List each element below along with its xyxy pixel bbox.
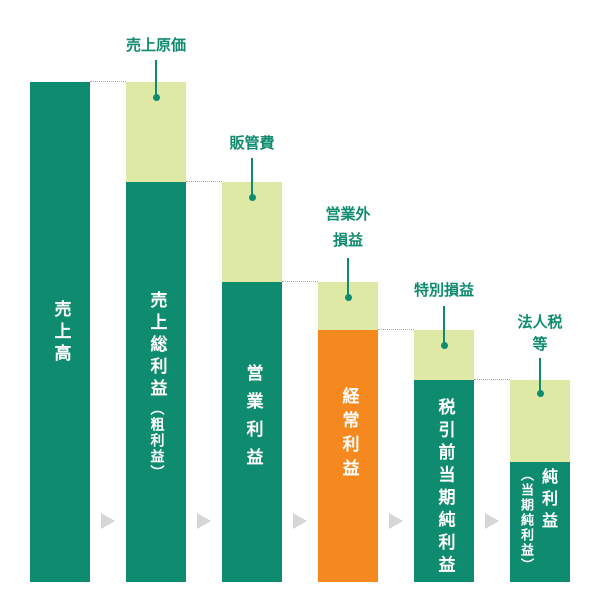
extraordinary-label-line: 特別損益 [413, 281, 474, 299]
sga-dot [248, 193, 256, 201]
gross-profit-label: 売上総利益（粗利益） [146, 291, 167, 481]
non-operating-label: 営業外 損益 [298, 201, 398, 253]
sga-connector [251, 158, 253, 197]
gross-profit-main-label: 売上総利益 [146, 291, 167, 401]
income-tax-connector [539, 358, 541, 393]
cost-of-sales-dot [152, 93, 160, 101]
triangle-right-icon [485, 513, 499, 529]
operating-profit-label-wrap: 営業利益 [222, 364, 282, 476]
level-guide-line [378, 329, 414, 330]
non-operating-label-line: 損益 [332, 231, 363, 249]
pretax-profit-segment [414, 380, 474, 582]
net-profit-segment [510, 462, 570, 582]
triangle-right-icon [197, 513, 211, 529]
level-guide-line [90, 81, 126, 82]
income-tax-label-line: 法人税 [517, 313, 563, 331]
cost-of-sales-connector [155, 60, 157, 97]
gross-profit-label-wrap: 売上総利益（粗利益） [126, 291, 186, 481]
extraordinary-label: 特別損益 [394, 281, 494, 299]
level-guide-line [474, 379, 510, 380]
extraordinary-dot [440, 341, 448, 349]
ordinary-profit-segment [318, 330, 378, 582]
net-profit-label: 純利益 [539, 468, 558, 534]
non-operating-label-line: 営業外 [325, 205, 371, 223]
operating-profit-label: 営業利益 [242, 364, 263, 476]
pretax-profit-label: 税引前当期純利益 [434, 398, 455, 578]
triangle-right-icon [293, 513, 307, 529]
pretax-profit-label-wrap: 税引前当期純利益 [414, 398, 474, 578]
sga-label: 販管費 [202, 134, 302, 152]
triangle-right-icon [389, 513, 403, 529]
ordinary-profit-label: 経常利益 [338, 387, 359, 483]
sales-label: 売上高 [50, 300, 71, 366]
non-operating-connector [347, 258, 349, 297]
sales-label-wrap: 売上高 [30, 300, 90, 366]
ordinary-profit-label-wrap: 経常利益 [318, 387, 378, 483]
gross-profit-sub-label: （粗利益） [148, 401, 165, 481]
cost-of-sales-label: 売上原価 [106, 36, 206, 54]
extraordinary-connector [443, 306, 445, 345]
net-profit-sub-label: （当期純利益） [518, 468, 533, 573]
sales-segment [30, 82, 90, 582]
cost-of-sales-label-line: 売上原価 [125, 36, 186, 54]
non-operating-dot [344, 293, 352, 301]
triangle-right-icon [101, 513, 115, 529]
operating-profit-segment [222, 282, 282, 582]
sga-label-line: 販管費 [229, 134, 275, 152]
income-tax-dot [536, 389, 544, 397]
income-tax-label-line: 等 [532, 335, 548, 353]
level-guide-line [282, 281, 318, 282]
level-guide-line [186, 181, 222, 182]
gross-profit-segment [126, 182, 186, 582]
income-tax-label: 法人税 等 [490, 311, 590, 355]
